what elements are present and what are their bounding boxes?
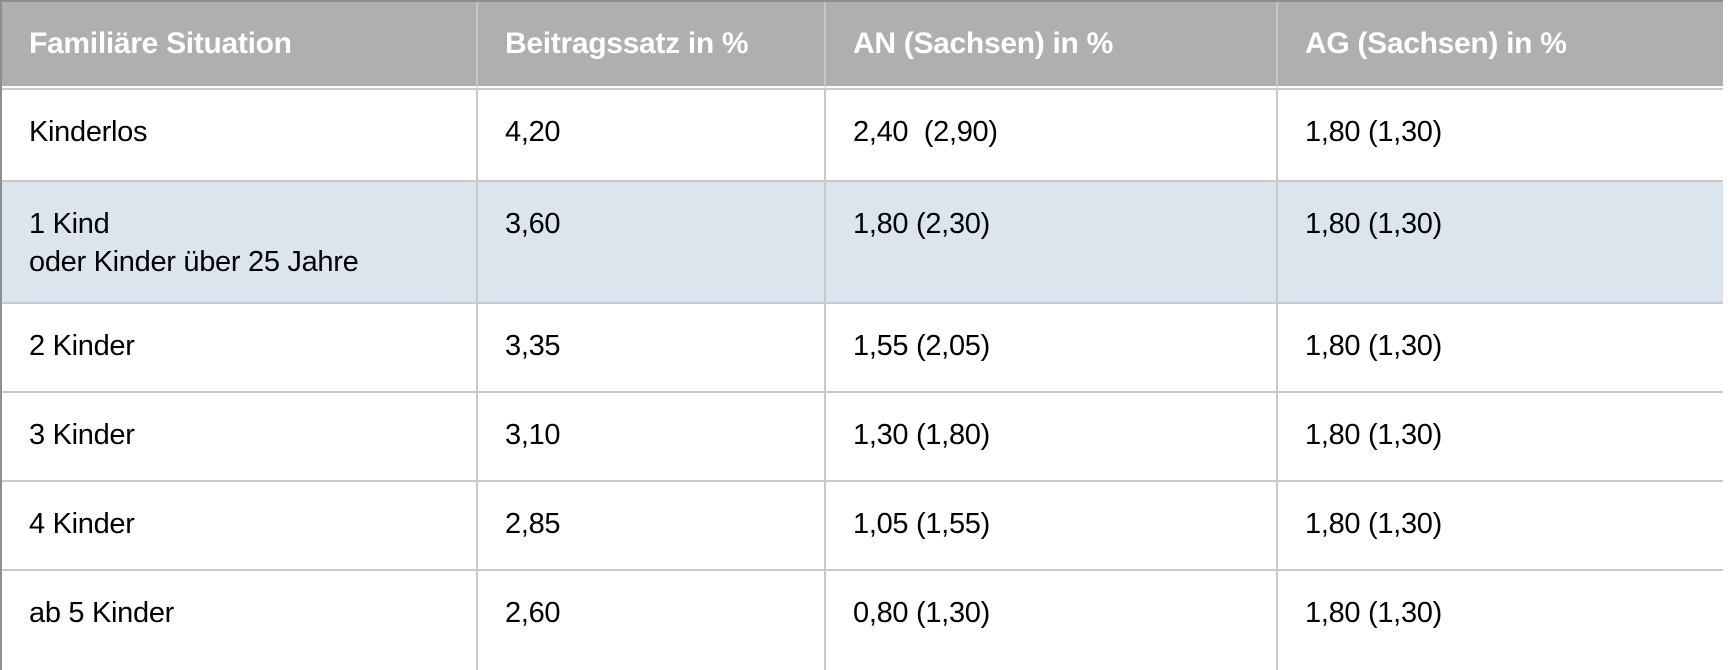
cell-situation: ab 5 Kinder	[2, 569, 478, 670]
column-header-ag-sachsen: AG (Sachsen) in %	[1278, 2, 1723, 88]
cell-an-sachsen: 0,80 (1,30)	[826, 569, 1278, 670]
table-row: 2 Kinder 3,35 1,55 (2,05) 1,80 (1,30)	[2, 302, 1723, 391]
cell-beitragssatz: 3,10	[478, 391, 826, 480]
cell-an-sachsen: 1,30 (1,80)	[826, 391, 1278, 480]
table-header: Familiäre Situation Beitragssatz in % AN…	[2, 2, 1723, 88]
table-row: 3 Kinder 3,10 1,30 (1,80) 1,80 (1,30)	[2, 391, 1723, 480]
table-row: 1 Kind oder Kinder über 25 Jahre 3,60 1,…	[2, 180, 1723, 302]
table-row: ab 5 Kinder 2,60 0,80 (1,30) 1,80 (1,30)	[2, 569, 1723, 670]
cell-beitragssatz: 2,85	[478, 480, 826, 569]
cell-beitragssatz: 3,35	[478, 302, 826, 391]
cell-situation: Kinderlos	[2, 88, 478, 180]
cell-an-sachsen: 1,05 (1,55)	[826, 480, 1278, 569]
column-header-beitragssatz: Beitragssatz in %	[478, 2, 826, 88]
column-header-familiaere-situation: Familiäre Situation	[2, 2, 478, 88]
cell-beitragssatz: 3,60	[478, 180, 826, 302]
cell-ag-sachsen: 1,80 (1,30)	[1278, 391, 1723, 480]
column-header-an-sachsen: AN (Sachsen) in %	[826, 2, 1278, 88]
header-row: Familiäre Situation Beitragssatz in % AN…	[2, 2, 1723, 88]
cell-situation: 2 Kinder	[2, 302, 478, 391]
table-row: Kinderlos 4,20 2,40 (2,90) 1,80 (1,30)	[2, 88, 1723, 180]
cell-situation: 3 Kinder	[2, 391, 478, 480]
cell-an-sachsen: 1,80 (2,30)	[826, 180, 1278, 302]
cell-ag-sachsen: 1,80 (1,30)	[1278, 569, 1723, 670]
cell-situation: 1 Kind oder Kinder über 25 Jahre	[2, 180, 478, 302]
cell-beitragssatz: 2,60	[478, 569, 826, 670]
cell-ag-sachsen: 1,80 (1,30)	[1278, 302, 1723, 391]
cell-ag-sachsen: 1,80 (1,30)	[1278, 88, 1723, 180]
cell-an-sachsen: 1,55 (2,05)	[826, 302, 1278, 391]
table-row: 4 Kinder 2,85 1,05 (1,55) 1,80 (1,30)	[2, 480, 1723, 569]
cell-ag-sachsen: 1,80 (1,30)	[1278, 480, 1723, 569]
cell-ag-sachsen: 1,80 (1,30)	[1278, 180, 1723, 302]
table-body: Kinderlos 4,20 2,40 (2,90) 1,80 (1,30) 1…	[2, 88, 1723, 670]
cell-beitragssatz: 4,20	[478, 88, 826, 180]
cell-an-sachsen: 2,40 (2,90)	[826, 88, 1278, 180]
cell-situation: 4 Kinder	[2, 480, 478, 569]
